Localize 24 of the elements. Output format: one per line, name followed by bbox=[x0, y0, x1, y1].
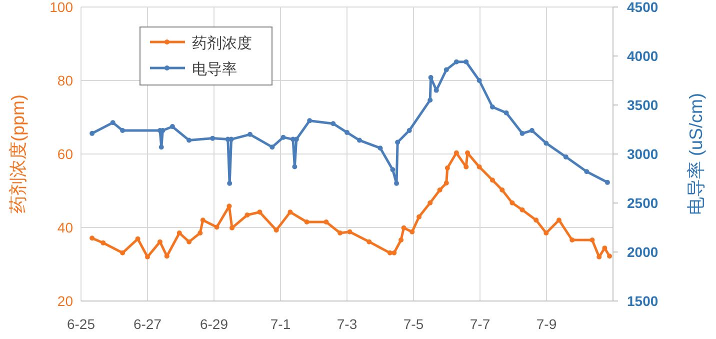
legend-label: 电导率 bbox=[192, 61, 237, 78]
y2-tick-label: 3500 bbox=[627, 97, 658, 113]
y2-tick-label: 2000 bbox=[627, 244, 658, 260]
y2-tick-label: 4000 bbox=[627, 48, 658, 64]
y2-tick-label: 2500 bbox=[627, 195, 658, 211]
y2-axis-title: 电导率 (uS/cm) bbox=[686, 92, 706, 216]
x-tick-label: 7-7 bbox=[470, 316, 490, 332]
x-tick-label: 6-27 bbox=[133, 316, 162, 332]
x-tick-label: 7-9 bbox=[536, 316, 557, 332]
x-tick-label: 6-25 bbox=[66, 316, 96, 332]
y-tick-label: 40 bbox=[57, 220, 74, 236]
x-tick-label: 7-3 bbox=[336, 316, 358, 332]
y2-tick-label: 4500 bbox=[627, 0, 658, 15]
x-tick-label: 7-1 bbox=[270, 316, 291, 332]
x-tick-label: 7-5 bbox=[403, 316, 424, 332]
y-tick-label: 20 bbox=[57, 293, 74, 309]
y-tick-label: 80 bbox=[57, 72, 74, 88]
y-axis-title: 药剂浓度(ppm) bbox=[8, 94, 28, 214]
legend-label: 药剂浓度 bbox=[192, 35, 252, 52]
y2-tick-label: 3000 bbox=[627, 146, 658, 162]
x-tick-label: 6-29 bbox=[200, 316, 228, 332]
y-tick-label: 60 bbox=[57, 146, 74, 162]
y2-tick-label: 1500 bbox=[627, 293, 658, 309]
y-tick-label: 100 bbox=[50, 0, 74, 15]
